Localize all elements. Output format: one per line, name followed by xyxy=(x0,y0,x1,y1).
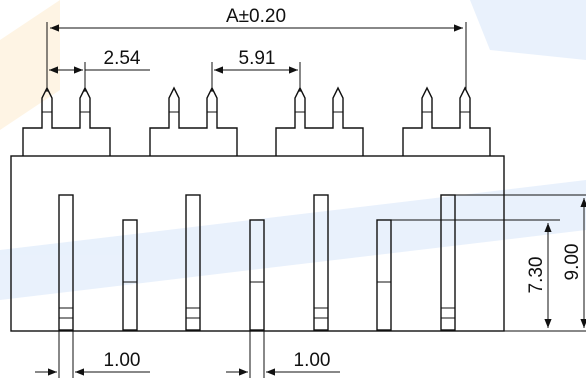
pin-pitch-dimension: 2.54 xyxy=(46,48,150,92)
short-lead-height-label: 7.30 xyxy=(526,257,547,294)
lead-short-2 xyxy=(249,219,265,331)
lead-width-label-right: 1.00 xyxy=(294,350,331,371)
pin-pitch-label: 2.54 xyxy=(104,48,141,69)
group-pitch-label: 5.91 xyxy=(239,48,276,69)
pin-group-4 xyxy=(402,86,491,156)
leads xyxy=(58,194,456,331)
group-pitch-dimension: 5.91 xyxy=(211,48,301,92)
watermark xyxy=(0,0,586,300)
lead-width-dimension-left: 1.00 xyxy=(35,331,150,378)
lead-width-dimension-right: 1.00 xyxy=(226,331,340,378)
tall-lead-height-label: 9.00 xyxy=(562,244,583,281)
lead-width-label-left: 1.00 xyxy=(104,350,141,371)
overall-dimension-label: A±0.20 xyxy=(226,6,286,27)
connector-body xyxy=(10,155,505,332)
lead-short-3 xyxy=(376,219,392,331)
overall-dimension: A±0.20 xyxy=(46,6,467,90)
lead-tall-1 xyxy=(58,194,74,331)
pin-group-2 xyxy=(149,86,238,156)
lead-short-1 xyxy=(122,219,138,331)
lead-tall-2 xyxy=(185,194,201,331)
pin-group-3 xyxy=(275,86,364,156)
lead-tall-4 xyxy=(440,194,456,331)
pin-groups xyxy=(22,86,491,156)
lead-tall-3 xyxy=(313,194,329,331)
height-dimensions: 7.30 9.00 xyxy=(391,194,586,332)
pin-group-1 xyxy=(22,86,111,156)
